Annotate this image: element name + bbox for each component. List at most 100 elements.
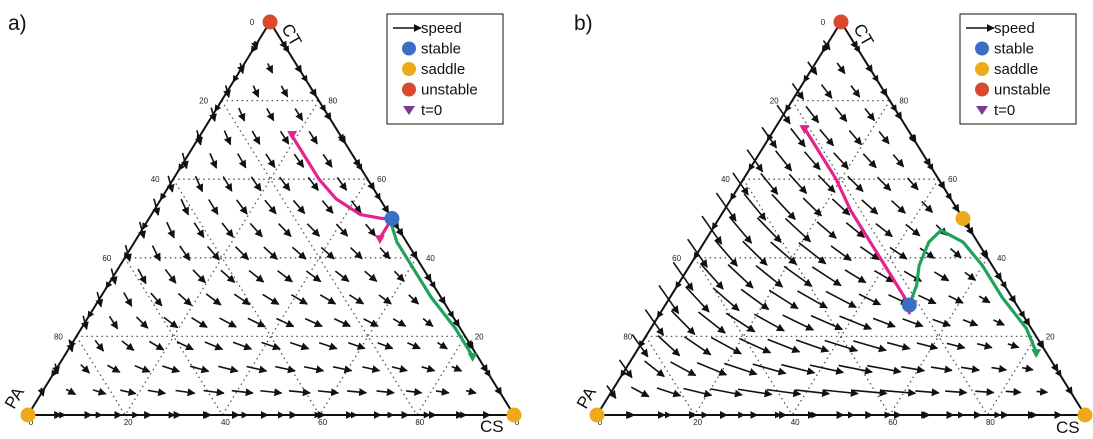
field-arrow — [265, 63, 274, 74]
field-arrow — [232, 341, 253, 351]
field-arrow — [349, 246, 363, 260]
tick-label-right: 80 — [899, 97, 908, 106]
field-arrow — [743, 193, 767, 221]
field-arrow — [670, 310, 696, 335]
grid-line — [221, 178, 369, 416]
panel-a-ticks: 0 20 40 60 80 80 60 40 20 0 20 40 60 80 0 — [29, 18, 520, 427]
field-arrow — [180, 198, 189, 216]
field-arrow — [753, 313, 785, 332]
field-arrow — [189, 365, 210, 374]
field-arrow — [320, 246, 335, 260]
field-arrow — [905, 223, 921, 237]
field-arrow — [250, 176, 262, 192]
tick-label-left: 20 — [199, 97, 208, 106]
trajectory-start-marker — [374, 235, 385, 245]
field-arrow — [392, 318, 407, 327]
field-arrow — [891, 200, 906, 214]
field-arrow — [712, 287, 740, 312]
fixed-point-saddle — [1077, 407, 1093, 423]
field-arrow — [192, 269, 206, 284]
field-arrow — [290, 293, 308, 305]
tick-label-left: 40 — [721, 175, 730, 184]
field-arrow — [94, 339, 105, 352]
field-arrow — [768, 289, 799, 310]
tick-label-right: 20 — [475, 332, 484, 341]
fixed-point-saddle — [589, 407, 605, 423]
field-arrow — [948, 295, 964, 304]
tick-label-bottom: 20 — [693, 418, 702, 427]
field-arrow — [377, 342, 394, 350]
panel-a-corner-pa: PA — [1, 383, 28, 412]
field-arrow — [809, 364, 845, 375]
field-arrow — [465, 387, 477, 396]
field-arrow — [148, 340, 165, 351]
field-arrow — [246, 365, 268, 374]
panel-b-trajectories — [799, 125, 1042, 359]
field-arrow — [134, 364, 151, 373]
field-arrow — [322, 153, 333, 168]
legend-label: t=0 — [994, 102, 1015, 119]
tick-label-left: 0 — [250, 18, 255, 27]
field-arrow — [151, 245, 161, 262]
field-arrow — [219, 317, 237, 328]
field-arrow — [683, 387, 713, 398]
field-arrow — [644, 360, 665, 378]
field-arrow — [147, 388, 167, 397]
tick-label-left: 60 — [672, 254, 681, 263]
tick-label-bottom: 20 — [124, 418, 133, 427]
field-arrow — [685, 286, 710, 313]
legend-label: t=0 — [421, 102, 442, 119]
field-arrow — [819, 128, 835, 147]
field-arrow — [810, 314, 844, 331]
field-arrow — [166, 221, 175, 239]
trajectory-line — [290, 134, 394, 221]
legend-saddle-marker — [402, 62, 416, 76]
field-arrow — [1022, 364, 1034, 373]
panel-b-ticks: 0 20 40 60 80 80 60 40 20 0 20 40 60 80 — [598, 18, 1055, 427]
grid-line — [694, 257, 793, 416]
tick-label-left: 0 — [821, 18, 826, 27]
field-arrow — [783, 265, 813, 287]
field-arrow — [407, 341, 421, 350]
fixed-point-saddle — [20, 407, 36, 423]
field-arrow — [656, 387, 682, 398]
legend-label: unstable — [421, 82, 478, 99]
field-arrow — [919, 247, 935, 259]
field-arrow — [737, 388, 773, 398]
field-arrow — [710, 388, 743, 398]
field-arrow — [945, 388, 968, 397]
fixed-point-saddle — [955, 211, 971, 226]
legend-label: saddle — [994, 61, 1038, 78]
field-arrow — [878, 130, 890, 145]
field-arrow — [915, 388, 940, 397]
field-arrow — [265, 153, 276, 169]
field-arrow — [205, 293, 222, 306]
field-arrow — [858, 293, 882, 306]
field-arrow — [363, 318, 379, 327]
field-arrow — [742, 240, 768, 266]
field-arrow — [194, 175, 204, 193]
field-arrow — [932, 318, 952, 328]
field-arrow — [422, 318, 434, 328]
tick-label-left: 80 — [54, 332, 63, 341]
trajectory-start-marker — [799, 125, 810, 135]
field-arrow — [710, 336, 742, 355]
field-arrow — [437, 341, 448, 350]
grid-line — [75, 336, 126, 416]
field-arrow — [248, 269, 265, 283]
field-arrow — [378, 294, 392, 305]
tick-label-bottom: 80 — [415, 418, 424, 427]
field-arrow — [916, 342, 939, 351]
fixed-point-stable — [901, 297, 917, 313]
field-arrow — [740, 288, 770, 311]
field-arrow — [335, 223, 349, 237]
field-arrow — [350, 200, 362, 214]
grid-line — [172, 178, 321, 416]
panel-b-corner-ct: CT — [850, 21, 878, 50]
field-arrow — [976, 341, 993, 350]
panel-a-corner-ct: CT — [278, 21, 306, 50]
field-arrow — [861, 199, 879, 215]
